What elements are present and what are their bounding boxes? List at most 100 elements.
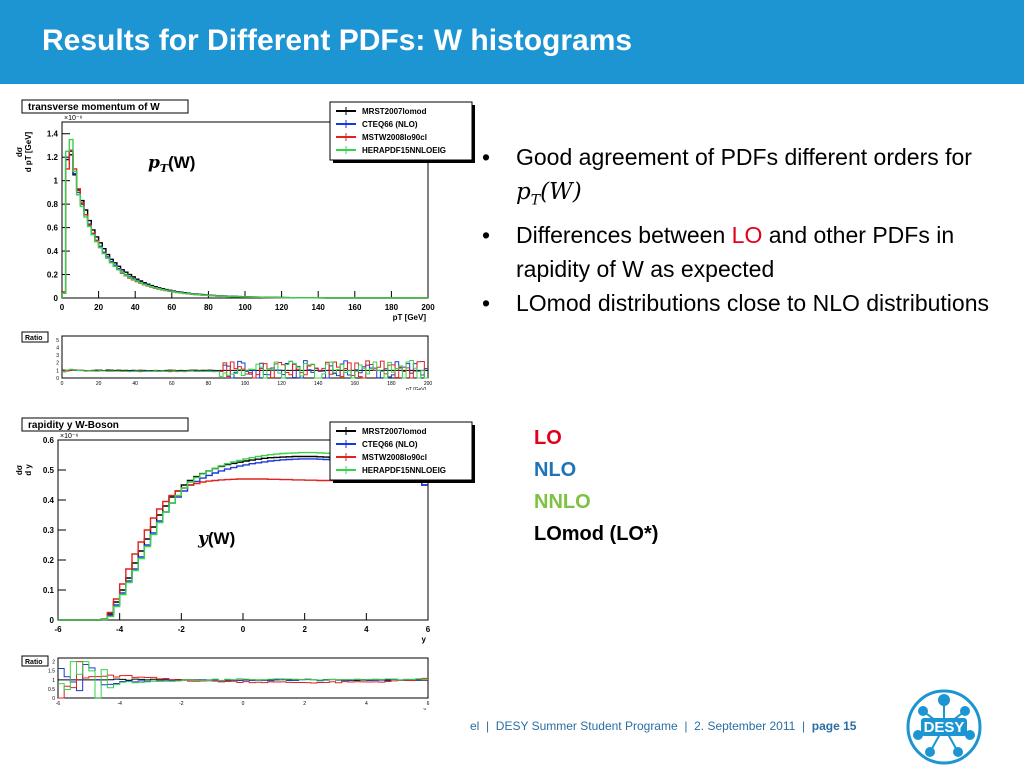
ratio-y-tick-label: 1.5 <box>48 669 55 675</box>
rapidity-histogram-chart: rapidity y W-Boson 0 0.1 0.2 0.3 0.4 0.5 0.6 -6 -… <box>8 414 476 654</box>
ratio-series <box>58 661 428 699</box>
y-exponent: ×10⁻⁶ <box>64 115 83 122</box>
order-nlo: NLO <box>534 459 577 481</box>
slide-footer: el | DESY Summer Student Programe | 2. S… <box>470 719 857 733</box>
legend-entry: MSTW2008lo90cl <box>336 453 427 462</box>
chart-legend: MRST2007lomod CTEQ66 (NLO) MSTW2008lo90cl H… <box>329 421 475 483</box>
ratio-y-tick-label: 1 <box>52 678 55 684</box>
y-axis-label: dσ d y <box>15 464 33 476</box>
bullet-highlight: LO <box>731 221 763 248</box>
ratio-y-tick-label: 0 <box>56 376 59 382</box>
legend-label: MSTW2008lo90cl <box>362 133 427 142</box>
x-tick-label: 20 <box>94 303 103 312</box>
ratio-y-tick-label: 0.5 <box>48 687 55 693</box>
legend-entry: MRST2007lomod <box>336 107 427 116</box>
bullet-list: • Good agreement of PDFs different order… <box>482 140 1002 320</box>
slide-header: Results for Different PDFs: W histograms <box>0 0 1024 84</box>
legend-entry: MRST2007lomod <box>336 427 427 436</box>
x-tick-label: 40 <box>131 303 140 312</box>
legend-entry: HERAPDF15NNLOEIG <box>336 146 446 155</box>
order-lo: LO <box>534 427 562 449</box>
order-nnlo: NNLO <box>534 491 591 513</box>
legend-label: MSTW2008lo90cl <box>362 453 427 462</box>
slide-title: Results for Different PDFs: W histograms <box>42 24 633 57</box>
ratio-x-tick-label: 80 <box>206 381 212 387</box>
x-tick-label: 160 <box>348 303 362 312</box>
ratio-x-tick-label: 140 <box>314 381 323 387</box>
bullet-text: LOmod distributions close to NLO distrib… <box>516 289 989 316</box>
y-tick-label: 0.4 <box>47 247 59 256</box>
svg-text:d pT [GeV]: d pT [GeV] <box>24 131 33 172</box>
x-tick-label: 6 <box>426 625 431 634</box>
ratio-y-tick-label: 0 <box>52 696 55 702</box>
x-tick-label: -4 <box>116 625 124 634</box>
ratio-x-tick-label: 0 <box>242 701 245 707</box>
bullet-dot-icon: • <box>482 221 491 248</box>
desy-logo: DESY <box>904 688 984 771</box>
legend-label: HERAPDF15NNLOEIG <box>362 466 446 475</box>
ratio-series <box>58 661 428 699</box>
svg-text:dσ: dσ <box>15 464 24 475</box>
y-tick-label: 0.2 <box>43 556 55 565</box>
y-tick-label: 0.3 <box>43 526 55 535</box>
x-tick-label: 2 <box>302 625 307 634</box>
y-tick-label: 0.6 <box>47 224 59 233</box>
y-exponent: ×10⁻⁶ <box>60 433 79 440</box>
desy-logo-text: DESY <box>924 719 965 736</box>
chart-title: rapidity y W-Boson <box>28 420 119 431</box>
ratio-title: Ratio <box>25 659 43 666</box>
x-tick-label: -6 <box>54 625 62 634</box>
ratio-y-tick-label: 3 <box>56 353 59 359</box>
x-tick-label: 0 <box>60 303 65 312</box>
ratio-y-tick-label: 1 <box>56 368 59 374</box>
legend-entry: HERAPDF15NNLOEIG <box>336 466 446 475</box>
ratio-x-tick-label: 100 <box>241 381 250 387</box>
ratio-frame <box>57 657 429 699</box>
bullet-dot-icon: • <box>482 289 491 316</box>
ratio-series <box>62 369 428 372</box>
x-tick-label: -2 <box>178 625 186 634</box>
chart-title-box: transverse momentum of W <box>21 99 189 114</box>
ratio-x-tick-label: 4 <box>365 701 368 707</box>
pt-ratio-panel: Ratio 0 1 2 3 4 5 0 20 40 60 80 100 120 140 160 180 200 pT… <box>8 330 440 395</box>
x-axis-label: y <box>422 635 427 644</box>
chart-legend: MRST2007lomod CTEQ66 (NLO) MSTW2008lo90cl H… <box>329 101 475 163</box>
footer-event: DESY Summer Student Programe <box>495 719 678 733</box>
legend-entry: CTEQ66 (NLO) <box>336 120 418 129</box>
x-tick-label: 140 <box>312 303 326 312</box>
x-tick-label: 0 <box>241 625 246 634</box>
legend-entry: CTEQ66 (NLO) <box>336 440 418 449</box>
chart-annotation: y(W) <box>197 529 235 549</box>
ratio-x-tick-label: 2 <box>303 701 306 707</box>
ratio-title-box: Ratio <box>21 655 49 667</box>
ratio-x-tick-label: 60 <box>169 381 175 387</box>
x-axis-label: pT [GeV] <box>393 313 427 322</box>
legend-label: CTEQ66 (NLO) <box>362 440 418 449</box>
bullet-item: • Differences between LO and other PDFs … <box>482 218 1002 286</box>
ratio-x-tick-label: -4 <box>117 701 122 707</box>
legend-label: MRST2007lomod <box>362 427 427 436</box>
ratio-x-tick-label: -6 <box>56 701 61 707</box>
x-tick-label: 80 <box>204 303 213 312</box>
x-tick-label: 60 <box>167 303 176 312</box>
bullet-item: • LOmod distributions close to NLO distr… <box>482 286 1002 320</box>
legend-label: HERAPDF15NNLOEIG <box>362 146 446 155</box>
y-tick-label: 0.2 <box>47 271 59 280</box>
ratio-x-tick-label: 120 <box>277 381 286 387</box>
ratio-x-tick-label: 180 <box>387 381 396 387</box>
ratio-y-tick-label: 2 <box>52 660 55 666</box>
footer-fragment: el <box>470 719 480 733</box>
legend-label: MRST2007lomod <box>362 107 427 116</box>
y-tick-label: 1.2 <box>47 153 59 162</box>
bullet-math: pT(W) <box>516 179 582 209</box>
ratio-title-box: Ratio <box>21 331 49 343</box>
chart-title-box: rapidity y W-Boson <box>21 417 189 432</box>
pt-ratio-chart: Ratio 0 12 3 45 0 20 40 60 80 100 120 140 160 180 200pT… <box>8 330 440 393</box>
x-tick-label: 100 <box>238 303 252 312</box>
y-axis-label: dσ d pT [GeV] <box>15 131 33 172</box>
x-tick-label: 120 <box>275 303 289 312</box>
y-tick-label: 0.4 <box>43 496 55 505</box>
x-tick-label: 180 <box>385 303 399 312</box>
histogram-series <box>61 138 428 299</box>
